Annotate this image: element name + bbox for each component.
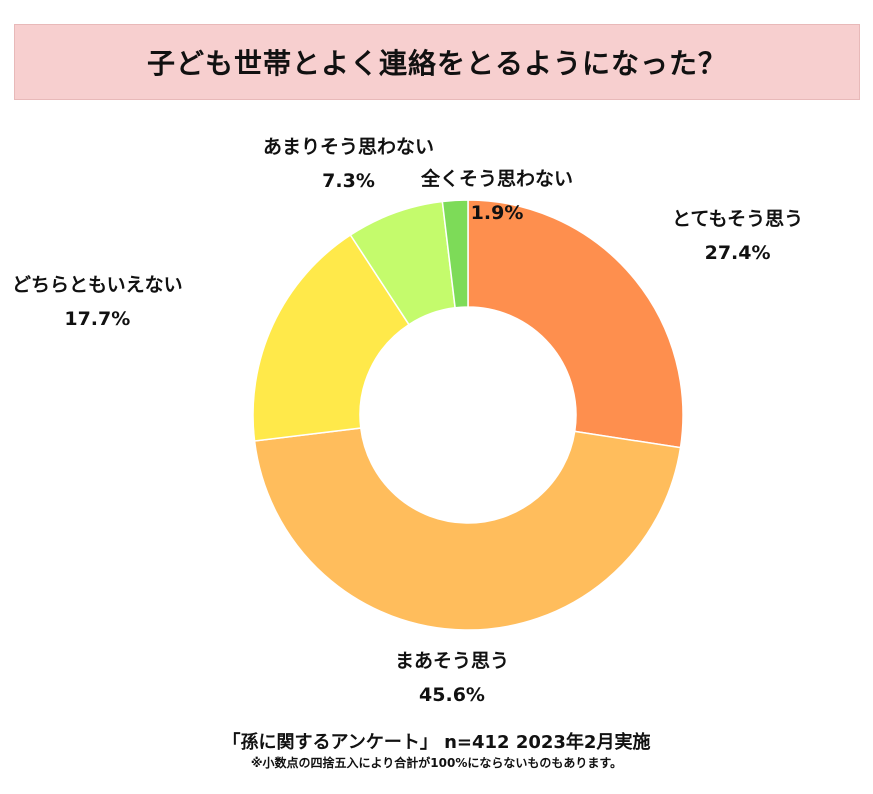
slice-4 <box>441 199 469 309</box>
survey-source: 「孫に関するアンケート」 n=412 2023年2月実施 <box>222 732 651 753</box>
slice-0 <box>467 199 684 449</box>
slice-label: あまりそう思わない <box>263 136 435 158</box>
label-slice-3: あまりそう思わない 7.3% <box>263 130 434 198</box>
slice-value: 1.9% <box>470 202 524 224</box>
slice-1 <box>253 427 682 631</box>
label-slice-1: まあそう思う 45.6% <box>395 644 509 712</box>
label-slice-2: どちらともいえない 17.7% <box>12 268 183 336</box>
label-slice-0: とてもそう思う 27.4% <box>672 202 803 270</box>
slice-value: 7.3% <box>322 170 375 192</box>
slice-label: まあそう思う <box>395 650 510 672</box>
rounding-note: ※小数点の四捨五入により合計が100%にならないものもあります。 <box>250 756 623 770</box>
slice-label: どちらともいえない <box>12 274 183 296</box>
chart-title: 子ども世帯とよく連絡をとるようになった？ <box>146 47 727 80</box>
slice-2 <box>252 233 410 442</box>
slice-label: 全くそう思わない <box>421 168 574 190</box>
slice-value: 27.4% <box>704 242 771 264</box>
label-slice-4: 全くそう思わない 1.9% <box>421 162 573 230</box>
slice-value: 17.7% <box>64 308 131 330</box>
slice-label: とてもそう思う <box>672 208 804 230</box>
title-banner: 子ども世帯とよく連絡をとるようになった？ <box>14 24 860 100</box>
slice-value: 45.6% <box>419 684 485 706</box>
